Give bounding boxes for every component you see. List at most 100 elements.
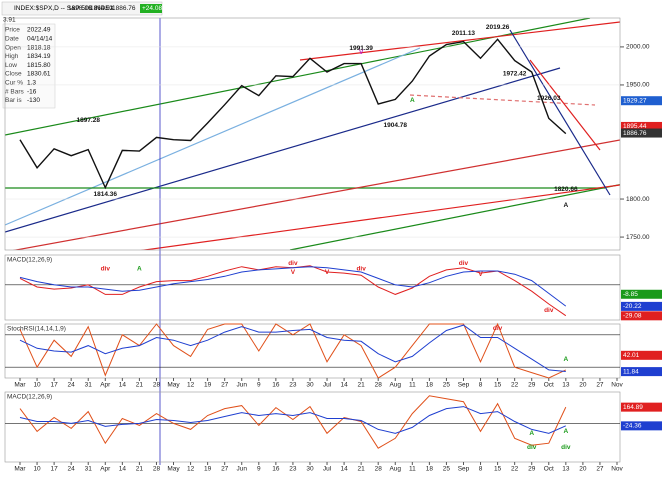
x-tick-label: 14: [340, 382, 348, 389]
x-tick-label: 28: [153, 466, 161, 473]
chart-label: V: [325, 269, 330, 276]
x-tick-label: 21: [358, 382, 366, 389]
chart-label: A: [563, 202, 568, 209]
info-label: Low: [5, 62, 17, 69]
annotation: 2019.26: [486, 24, 510, 31]
chart-label: div: [544, 307, 554, 314]
info-value: 1815.80: [27, 62, 51, 69]
value-box-label: 1895.44: [623, 123, 647, 130]
info-value: 04/14/14: [27, 36, 53, 43]
series-line: [19, 322, 567, 379]
x-tick-label: 21: [358, 466, 366, 473]
annotation: 1904.78: [384, 122, 408, 129]
info-label: Cur %: [5, 80, 23, 87]
y-tick-label: 2000.00: [626, 44, 650, 51]
x-tick-label: 11: [409, 466, 416, 473]
info-value: 2022.49: [27, 27, 51, 34]
trendline: [12, 139, 620, 250]
x-tick-label: Jul: [323, 382, 332, 389]
info-label: # Bars: [5, 88, 25, 95]
x-tick-label: 10: [33, 382, 41, 389]
panel: StochRSI(14,14,1,9) div A 42.01 11.84 Mar 10 17…: [4, 322, 662, 389]
x-tick-label: 27: [221, 466, 229, 473]
panel-frame: [4, 17, 621, 251]
x-tick-label: 17: [50, 466, 58, 473]
x-tick-label: 9: [257, 382, 261, 389]
x-tick-label: 14: [119, 382, 127, 389]
value-box: [621, 421, 662, 431]
x-tick-label: 9: [257, 466, 261, 473]
x-tick-label: 21: [136, 382, 144, 389]
x-tick-label: Sep: [458, 382, 470, 389]
panel-frame: [4, 323, 621, 379]
value-box-label: 1886.76: [623, 130, 647, 137]
panel: 2000.00 1950.00 1800.00 1750.00 1897.28 1814.…: [4, 17, 662, 251]
trendline: [299, 21, 620, 61]
value-box: [621, 301, 662, 311]
value-box: [621, 350, 662, 360]
x-tick-label: 22: [511, 466, 519, 473]
x-tick-label: Jun: [237, 466, 248, 473]
x-tick-label: Apr: [100, 466, 111, 473]
x-tick-label: 23: [289, 466, 297, 473]
x-tick-label: 27: [596, 382, 604, 389]
x-tick-label: 19: [204, 466, 212, 473]
x-tick-label: 28: [375, 466, 383, 473]
trendline: [5, 47, 421, 226]
x-tick-label: 29: [528, 466, 536, 473]
panel-frame: [4, 391, 621, 463]
x-tick-label: 25: [443, 466, 451, 473]
chart-label: V: [359, 49, 364, 56]
info-value: 1834.19: [27, 53, 51, 60]
info-label: Date: [5, 36, 19, 43]
x-tick-label: 30: [306, 466, 314, 473]
annotation: 1991.39: [349, 45, 373, 52]
series-line: [19, 395, 567, 449]
annotation: 1972.42: [503, 71, 527, 78]
x-tick-label: 17: [50, 382, 58, 389]
x-tick-label: 23: [289, 382, 297, 389]
value-box-label: 11.84: [623, 368, 639, 375]
header-title: INDEX:$SPX,D -- S&P 500 INDEX: [14, 5, 115, 12]
x-tick-label: 31: [85, 466, 93, 473]
x-tick-label: Nov: [611, 382, 623, 389]
value-box-label: 42.01: [623, 352, 640, 359]
series-line: [19, 324, 566, 372]
chart-label: div: [101, 266, 111, 273]
header-value: +24.08: [142, 5, 162, 12]
x-tick-label: 16: [272, 466, 280, 473]
x-tick-label: Oct: [544, 466, 554, 473]
trendline: [509, 29, 611, 196]
panel-title: MACD(12,26,9): [7, 394, 52, 401]
chart-label: V: [291, 269, 296, 276]
x-tick-label: 27: [221, 382, 229, 389]
x-tick-label: 31: [85, 382, 93, 389]
chart-label: div: [527, 444, 537, 451]
x-tick-label: 20: [579, 466, 587, 473]
info-label: Close: [5, 71, 22, 78]
value-box: [621, 311, 662, 321]
value-box-label: -29.08: [623, 313, 642, 320]
header-value: 1886.76: [112, 5, 136, 12]
y-tick-label: 1800.00: [626, 196, 650, 203]
x-tick-label: 8: [479, 382, 483, 389]
x-tick-label: Aug: [389, 466, 401, 473]
x-tick-label: Mar: [14, 382, 26, 389]
value-box: [621, 289, 662, 299]
chart-label: A: [137, 266, 142, 273]
annotation: 1820.66: [554, 186, 578, 193]
x-tick-label: 30: [306, 382, 314, 389]
x-tick-label: Mar: [14, 466, 26, 473]
x-tick-label: 15: [494, 466, 502, 473]
info-value: 1830.61: [27, 71, 51, 78]
panel-title: StochRSI(14,14,1,9): [7, 326, 66, 333]
x-tick-label: Nov: [611, 466, 623, 473]
value-box-label: -20.22: [623, 303, 642, 310]
x-tick-label: 28: [375, 382, 383, 389]
header-value: 1898.16: [68, 5, 92, 12]
chart-label: A: [563, 356, 568, 363]
x-tick-label: 25: [443, 382, 451, 389]
